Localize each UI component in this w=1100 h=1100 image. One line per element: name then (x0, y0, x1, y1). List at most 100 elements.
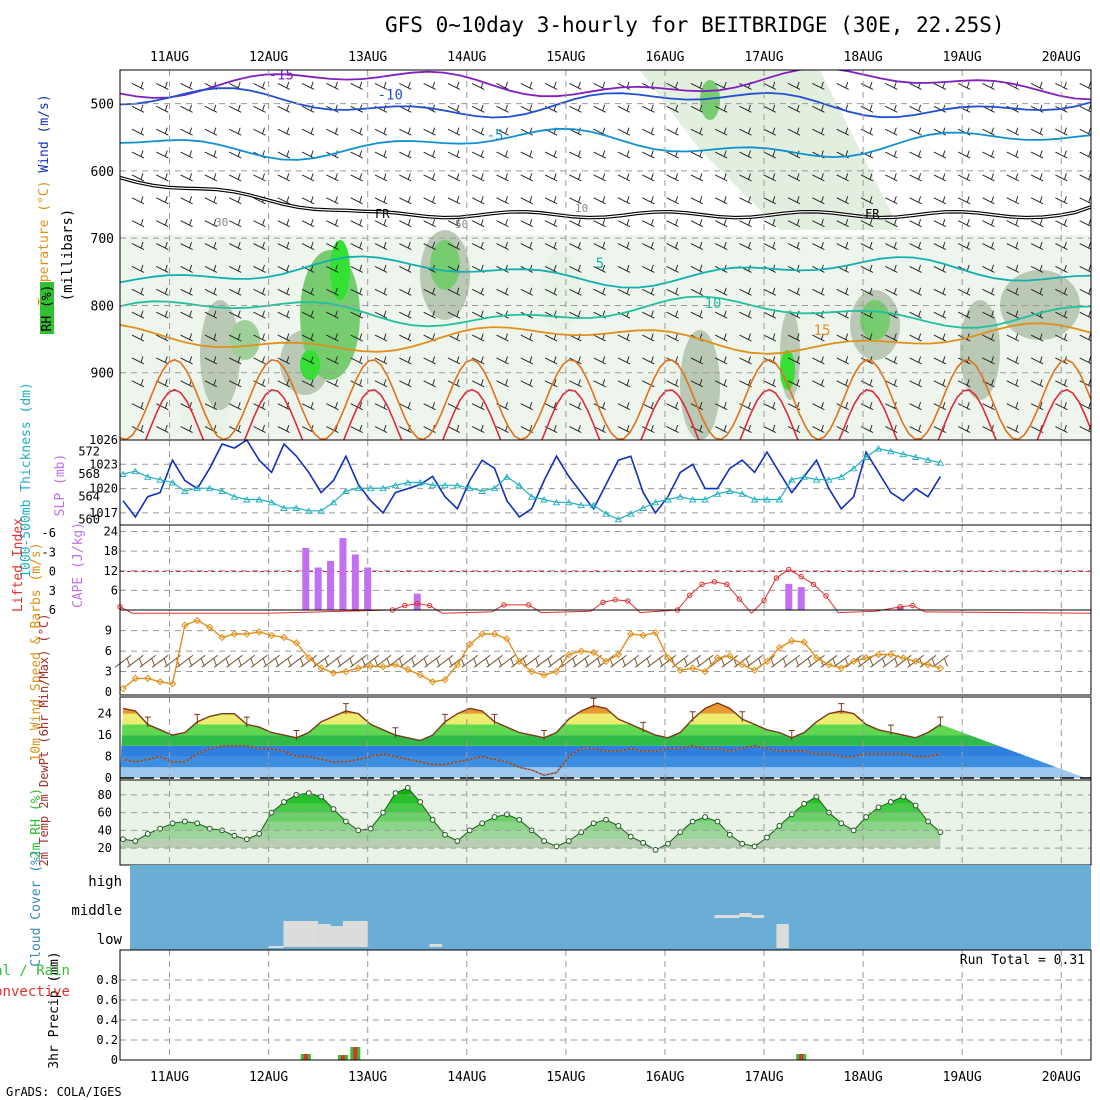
wind-barb (156, 379, 169, 388)
thickness-marker (775, 496, 784, 503)
wind-barb (812, 104, 825, 113)
wind-barb (617, 333, 631, 342)
wind-barb (471, 287, 485, 296)
wind-barb (204, 173, 218, 182)
wind-barb (204, 356, 218, 365)
temperature-contour (120, 70, 1091, 101)
pressure-tick-label: 900 (91, 367, 114, 382)
wind-barb (569, 402, 582, 411)
wind-speed-marker (887, 650, 895, 659)
wind-barb (520, 379, 534, 388)
chart-title: GFS 0~10day 3-hourly for BEITBRIDGE (30E… (385, 13, 1005, 37)
slp-tick-label: 1020 (89, 482, 118, 496)
wind-barb (1006, 127, 1020, 136)
wind-barb (228, 379, 242, 388)
wind-barb (763, 402, 777, 411)
wind-barb (787, 127, 801, 136)
wind-barb (180, 81, 193, 90)
wind-barb (982, 127, 995, 136)
freezing-label: FR (865, 207, 880, 221)
wind-barb (151, 654, 169, 668)
wind-barb (204, 219, 218, 228)
rh-marker (912, 802, 919, 809)
wind-barb (909, 173, 922, 182)
wind-barb (812, 287, 825, 296)
wind-barb (204, 264, 218, 273)
wind-speed-marker (924, 661, 932, 669)
wind-barb (1079, 196, 1091, 204)
wind-barb (496, 81, 509, 90)
wind-barb (1030, 379, 1044, 388)
wind-barb (228, 264, 242, 273)
wind-barb (739, 219, 752, 228)
cloud-tick-label: low (97, 932, 123, 948)
rh-marker (466, 827, 473, 834)
thickness-marker (787, 476, 796, 483)
wind-barb (860, 241, 874, 250)
temperature-contour (120, 255, 1091, 289)
wind-barb (933, 219, 947, 228)
wind-barb (238, 654, 256, 668)
wind-barb (714, 219, 728, 228)
wind-barb (690, 310, 704, 319)
rh-shade (200, 300, 240, 410)
wind-barb (131, 379, 145, 388)
pressure-tick-label: 700 (91, 232, 114, 247)
wind-barb (1006, 150, 1020, 159)
wind-barb (180, 241, 193, 250)
wind-barb (156, 356, 169, 365)
wind-barb (714, 127, 728, 136)
wind-barb (787, 379, 801, 388)
wind-barb (349, 654, 367, 668)
wind-barb (228, 196, 242, 205)
rh-marker (578, 829, 585, 836)
wind-barb (204, 310, 218, 319)
wind-barb (496, 379, 509, 388)
cloud-block (318, 924, 331, 947)
wind-barb (836, 287, 849, 296)
wind-barb (617, 196, 631, 205)
wind-barb (885, 196, 898, 205)
wind-speed-marker (466, 640, 474, 648)
thickness-marker (342, 487, 350, 494)
temp-minmax-bar (640, 721, 647, 733)
wind-barb (739, 333, 752, 342)
wind-barb (374, 424, 388, 433)
wind-barb (447, 219, 461, 228)
rh-marker (627, 833, 634, 840)
wind-barb (787, 104, 801, 113)
thickness-marker (230, 493, 239, 500)
thickness-marker (837, 473, 846, 480)
wind-barb (350, 356, 363, 365)
wind-barb (374, 356, 388, 365)
wind-barb (374, 654, 392, 668)
wind-speed-marker (317, 664, 325, 672)
rh-tick-label: 40 (98, 823, 112, 837)
wind-barb (1030, 173, 1044, 182)
wind-barb (593, 150, 606, 159)
thickness-marker (317, 507, 325, 514)
wind-barb (690, 81, 704, 90)
wind-barb (909, 241, 922, 250)
wind-barb (812, 219, 825, 228)
wind-barb (642, 127, 655, 136)
thickness-marker (800, 473, 808, 480)
upper-air-ylabel-part: Temperature (°C) (37, 173, 52, 306)
wind-barb (885, 379, 898, 388)
wind-barb (666, 173, 679, 182)
thickness-marker (701, 496, 709, 503)
cape-bar (302, 547, 310, 610)
wind-barb (982, 150, 995, 159)
wind-barb (447, 356, 461, 365)
wind-barb (496, 196, 509, 205)
wind-speed-marker (726, 652, 734, 660)
wind-barb (226, 654, 243, 668)
wind-barb (301, 310, 315, 319)
temperature-contour (120, 322, 1091, 355)
wind-barb (213, 654, 231, 668)
wind-barb (714, 196, 728, 205)
wind-barb (909, 150, 922, 159)
wind-barb (666, 127, 679, 136)
wind-barb (647, 654, 664, 668)
wind-barb (666, 310, 679, 319)
